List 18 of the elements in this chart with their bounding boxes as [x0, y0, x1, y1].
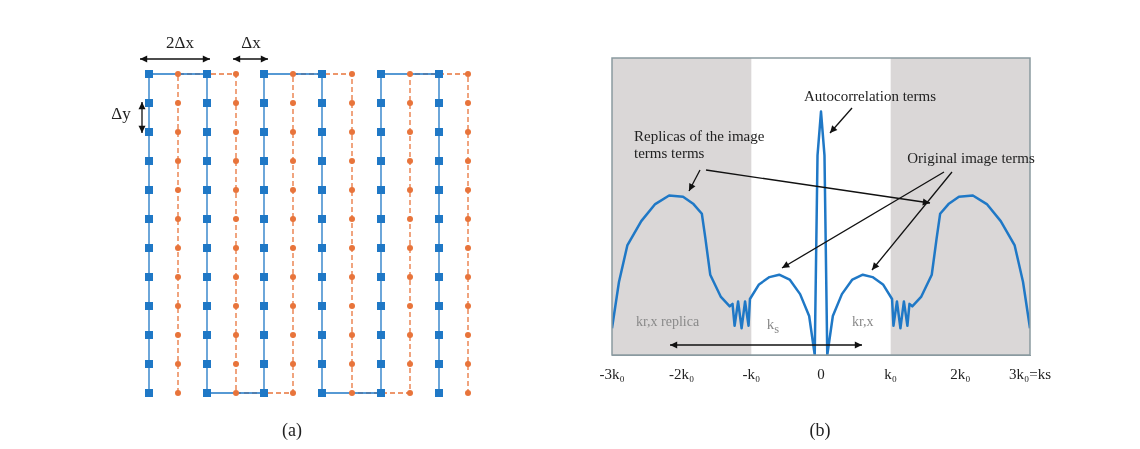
x-tick-label: -2k₀: [669, 365, 695, 382]
text: Δx: [240, 33, 262, 53]
text: (a): [281, 420, 303, 441]
x-tick-label: 3k₀=ks: [1008, 365, 1052, 382]
text: Δy: [110, 104, 132, 124]
text: Autocorrelation terms: [802, 88, 937, 106]
x-tick-label: -k₀: [742, 365, 761, 382]
annotation: Replicas of the image terms terms: [634, 128, 766, 163]
x-tick-label: 0: [817, 365, 825, 382]
annotation: k$_{s}$: [765, 316, 781, 337]
x-tick-label: -3k₀: [599, 365, 625, 382]
text: 2Δx: [165, 33, 195, 53]
text: (b): [808, 420, 832, 441]
annotation: kr,x: [852, 314, 875, 331]
annotation: Original image terms: [906, 150, 1036, 168]
x-tick-label: 2k₀: [950, 365, 971, 382]
x-tick-label: k₀: [884, 365, 898, 382]
annotation: kr,x replica: [636, 314, 701, 331]
